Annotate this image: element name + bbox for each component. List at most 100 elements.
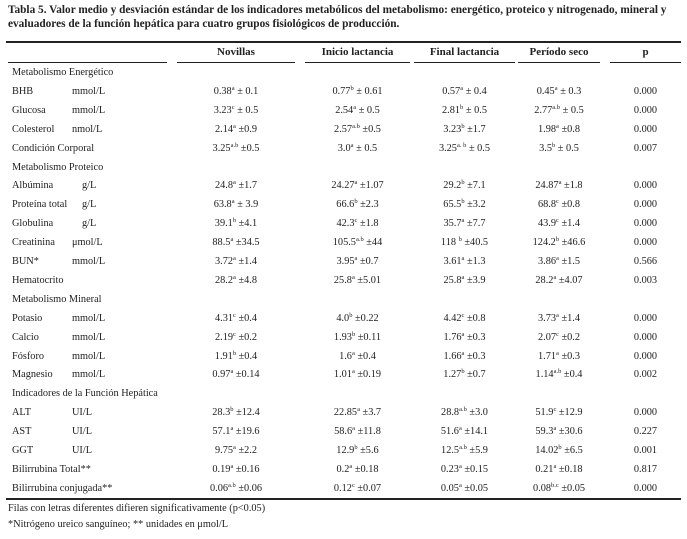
mean-value: 65.5: [443, 199, 462, 211]
significance-letter: a: [230, 368, 234, 376]
value-cell-periodo-seco: 1.98a ±0.8: [518, 121, 600, 138]
mean-value: 0.38: [213, 85, 232, 97]
significance-letter: a: [354, 179, 358, 187]
mean-value: 39.1: [214, 218, 233, 230]
std-deviation: ±0.05: [464, 482, 489, 494]
std-deviation: ± 0.5: [562, 104, 584, 116]
significance-letter: a.b: [459, 444, 467, 451]
std-deviation: ±30.6: [558, 426, 583, 438]
significance-letter: a.b: [230, 141, 239, 149]
column-underline: [518, 62, 600, 63]
significance-letter: c: [556, 198, 559, 206]
mean-value: 43.9: [537, 218, 557, 230]
mean-value: 105.5: [332, 237, 356, 249]
value-cell-novillas: 2.19c ±0.2: [177, 329, 295, 346]
value-cell-novillas: 63.8a ± 3.9: [177, 196, 295, 213]
table-row: AST UI/L 57.1a ±19.6 58.6a ±11.8 51.6a ±14.1…: [0, 423, 687, 440]
std-deviation: ±0.06: [238, 482, 263, 494]
row-label: Fósforo: [12, 350, 45, 362]
std-deviation: ±34.5: [235, 237, 260, 249]
significance-letter: c: [354, 217, 358, 225]
column-header-final-lactancia: Final lactancia: [429, 46, 500, 58]
std-deviation: ±40.5: [464, 237, 489, 249]
p-value: 0.566: [633, 256, 658, 267]
mean-value: 3.23: [213, 104, 232, 116]
std-deviation: ±2.3: [360, 199, 379, 211]
significance-letter: a.b: [552, 103, 561, 111]
significance-letter: b: [458, 236, 462, 244]
column-underline: [177, 62, 295, 63]
std-deviation: ± 0.5: [237, 104, 259, 116]
mean-value: 51.9: [535, 407, 554, 419]
significance-letter: a: [349, 462, 353, 470]
std-deviation: ±4.07: [558, 274, 583, 286]
std-deviation: ± 0.5: [356, 142, 378, 154]
mean-value: 3.86: [537, 256, 557, 267]
row-unit: g/L: [82, 199, 97, 211]
mean-value: 59.3: [535, 426, 554, 438]
std-deviation: ±6.5: [564, 445, 583, 456]
significance-letter: a.b: [355, 236, 364, 244]
significance-letter: a.b: [352, 122, 360, 130]
section-header-row: Indicadores de la Función Hepática: [0, 385, 687, 402]
value-cell-novillas: 24.8a ±1.7: [177, 177, 295, 194]
column-underline: [305, 62, 410, 63]
value-cell-inicio-lactancia: 1.6a ±0.4: [305, 348, 410, 365]
mean-value: 9.75: [214, 445, 234, 456]
value-cell-novillas: 57.1a ±19.6: [177, 423, 295, 440]
mean-value: 0.2: [336, 463, 350, 475]
table-row: Bilirrubina Total** 0.19a ±0.16 0.2a ±0.18…: [0, 461, 687, 478]
value-cell-periodo-seco: 0.21a ±0.18: [518, 461, 600, 478]
table-row: Bilirrubina conjugada** 0.06a.b ±0.06 0.12…: [0, 480, 687, 497]
std-deviation: ±46.6: [561, 237, 586, 249]
significance-letter: c: [553, 406, 557, 414]
row-label: BUN*: [12, 256, 39, 267]
significance-letter: c: [556, 330, 559, 338]
std-deviation: ± 0.5: [468, 142, 491, 154]
std-deviation: ±0.7: [467, 369, 486, 381]
table-row: Calcio mmol/L 2.19c ±0.2 1.93b ±0.11 1.76a ±…: [0, 329, 687, 346]
mean-value: 66.6: [336, 199, 355, 211]
std-deviation: ± 0.5: [557, 142, 579, 154]
row-unit: UI/L: [72, 407, 93, 419]
p-value: 0.000: [633, 331, 658, 343]
p-value: 0.001: [633, 445, 658, 456]
value-cell-novillas: 4.31c ±0.4: [177, 310, 295, 327]
std-deviation: ± 0.61: [356, 85, 383, 97]
row-label: Potasio: [12, 312, 43, 324]
std-deviation: ±0.11: [357, 331, 382, 343]
row-label: GGT: [12, 445, 34, 456]
table-title: Tabla 5. Valor medio y desviación estánd…: [8, 4, 667, 30]
value-cell-periodo-seco: 14.02b ±6.5: [518, 442, 600, 459]
mean-value: 24.27: [331, 180, 355, 192]
significance-letter: a: [233, 273, 236, 281]
significance-letter: b: [354, 444, 358, 451]
significance-letter: b: [461, 368, 465, 376]
std-deviation: ±0.7: [359, 256, 379, 267]
mean-value: 0.12: [333, 482, 352, 494]
std-deviation: ±0.2: [238, 331, 258, 343]
std-deviation: ±0.5: [362, 123, 381, 135]
mean-value: 63.8: [213, 199, 232, 211]
p-value: 0.000: [633, 218, 658, 230]
row-unit: mmol/L: [72, 350, 106, 362]
significance-letter: a: [556, 122, 559, 130]
significance-letter: a: [553, 462, 557, 470]
mean-value: 29.2: [443, 180, 462, 192]
p-value: 0.227: [633, 426, 658, 438]
std-deviation: ±0.3: [561, 350, 581, 362]
std-deviation: ±1.7: [467, 123, 486, 135]
significance-letter: b: [232, 349, 237, 357]
column-underline: [414, 62, 515, 63]
std-deviation: ±7.7: [466, 218, 486, 230]
significance-letter: a: [352, 425, 356, 433]
value-cell-periodo-seco: 3.73a ±1.4: [518, 310, 600, 327]
std-deviation: ±14.1: [464, 426, 489, 438]
table-row: Potasio mmol/L 4.31c ±0.4 4.0b ±0.22 4.42c ±…: [0, 310, 687, 327]
mean-value: 35.7: [443, 218, 462, 230]
table-row: Albúmina g/L 24.8a ±1.7 24.27a ±1.07 29.2b ±…: [0, 177, 687, 194]
table-top-rule: [6, 41, 681, 43]
significance-letter: a: [351, 368, 355, 376]
mean-value: 0.57: [442, 85, 461, 97]
table-row: Proteína total g/L 63.8a ± 3.9 66.6b ±2.3 65…: [0, 196, 687, 213]
